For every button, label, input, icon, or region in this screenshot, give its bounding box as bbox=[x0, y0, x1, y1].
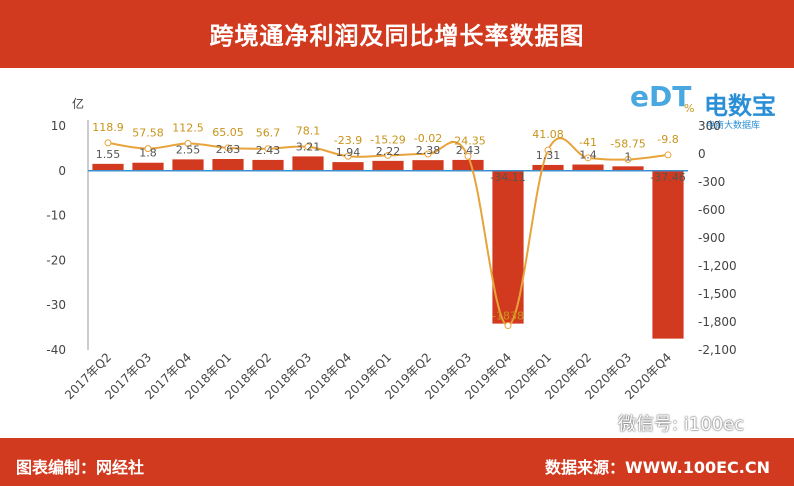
growth-rate-point bbox=[584, 154, 592, 162]
right-tick-label: -900 bbox=[698, 231, 725, 245]
growth-rate-label: -9.8 bbox=[657, 133, 678, 146]
bar-value-label: 2.38 bbox=[416, 144, 441, 157]
right-tick-label: -1,500 bbox=[698, 287, 737, 301]
growth-rate-point bbox=[624, 155, 632, 163]
data-source: 数据来源：WWW.100EC.CN bbox=[545, 458, 771, 477]
bar-value-label: 2.55 bbox=[176, 143, 201, 156]
left-axis-unit: 亿 bbox=[72, 96, 84, 111]
right-tick-label: -1,800 bbox=[698, 315, 737, 329]
growth-rate-point bbox=[424, 150, 432, 158]
bar-value-label: 2.22 bbox=[376, 145, 401, 158]
growth-rate-label: -15.29 bbox=[370, 133, 405, 146]
right-tick-label: -300 bbox=[698, 175, 725, 189]
right-tick-label: 300 bbox=[698, 119, 721, 133]
right-tick-label: -2,100 bbox=[698, 343, 737, 357]
growth-rate-label: -41 bbox=[579, 136, 597, 149]
bar bbox=[612, 166, 644, 171]
bar bbox=[92, 163, 124, 171]
growth-rate-point bbox=[304, 143, 312, 151]
growth-rate-point bbox=[464, 152, 472, 160]
right-tick-label: -1,200 bbox=[698, 259, 737, 273]
left-tick-label: -30 bbox=[46, 298, 66, 312]
growth-rate-point bbox=[144, 145, 152, 153]
growth-rate-label: -1838 bbox=[492, 310, 524, 323]
bar-value-label: 1 bbox=[625, 150, 632, 163]
bar-value-label: 2.63 bbox=[216, 143, 241, 156]
growth-rate-point bbox=[664, 151, 672, 159]
page-title: 跨境通净利润及同比增长率数据图 bbox=[209, 22, 585, 50]
bar-value-label: 2.43 bbox=[256, 144, 281, 157]
growth-rate-label: -24.35 bbox=[450, 134, 485, 147]
growth-rate-point bbox=[504, 322, 512, 330]
bar-value-label: 1.4 bbox=[579, 149, 597, 162]
bar-value-label: 1.55 bbox=[96, 148, 121, 161]
bar bbox=[252, 159, 284, 171]
title-banner: 跨境通净利润及同比增长率数据图 bbox=[0, 0, 794, 68]
growth-rate-label: -0.02 bbox=[414, 132, 442, 145]
bar bbox=[292, 156, 324, 171]
growth-rate-point bbox=[384, 151, 392, 159]
logo-subtitle: 电商大数据库 bbox=[706, 121, 761, 131]
growth-rate-label: 56.7 bbox=[256, 127, 281, 140]
growth-rate-point bbox=[184, 140, 192, 147]
wechat-watermark: 微信号: i100ec bbox=[618, 414, 745, 435]
bar bbox=[532, 164, 564, 171]
right-tick-label: -600 bbox=[698, 203, 725, 217]
left-tick-label: -40 bbox=[46, 343, 66, 357]
bar bbox=[332, 162, 364, 171]
growth-rate-label: 57.58 bbox=[132, 127, 164, 140]
bar bbox=[372, 160, 404, 171]
bar-value-label: 1.94 bbox=[336, 146, 361, 159]
net-profit-chart: 亿 % 10 0 -10 -20 -30 -40 300 0 -300 -600 -900 -1,200 -… bbox=[46, 96, 737, 402]
growth-rate-label: 65.05 bbox=[212, 126, 244, 139]
growth-rate-point bbox=[544, 146, 552, 154]
bar bbox=[132, 162, 164, 171]
bar-value-label: 1.8 bbox=[139, 147, 157, 160]
left-tick-label: -10 bbox=[46, 209, 66, 223]
growth-rate-line bbox=[107, 137, 669, 327]
bar bbox=[212, 159, 244, 171]
bar bbox=[452, 159, 484, 171]
logo-brand: 电数宝 bbox=[704, 92, 776, 120]
growth-rate-label: 41.08 bbox=[532, 128, 564, 141]
growth-rate-point bbox=[344, 152, 352, 160]
growth-rate-point bbox=[264, 145, 272, 153]
growth-rate-label: 112.5 bbox=[172, 122, 204, 135]
footer-banner: 图表编制：网经社 数据来源：WWW.100EC.CN bbox=[0, 438, 794, 486]
left-tick-label: 10 bbox=[51, 119, 66, 133]
growth-rate-label: -23.9 bbox=[334, 134, 362, 147]
right-axis-unit: % bbox=[684, 102, 694, 115]
growth-rate-point bbox=[104, 139, 112, 147]
bar bbox=[172, 159, 204, 171]
bar-value-label: -34.11 bbox=[490, 171, 525, 184]
edt-logo: eDT 电数宝 电商大数据库 bbox=[630, 78, 794, 134]
growth-rate-point bbox=[224, 144, 232, 152]
bar-value-label: 2.43 bbox=[456, 144, 481, 157]
logo-mark: eDT bbox=[630, 80, 692, 113]
bar-value-label: -37.46 bbox=[650, 171, 685, 184]
growth-rate-label: 78.1 bbox=[296, 125, 321, 138]
bar bbox=[652, 170, 684, 339]
bar bbox=[412, 160, 444, 171]
bar bbox=[572, 164, 604, 171]
left-tick-label: 0 bbox=[58, 164, 66, 178]
chart-author: 图表编制：网经社 bbox=[16, 458, 145, 477]
right-tick-label: 0 bbox=[698, 147, 706, 161]
bar-value-label: 3.21 bbox=[296, 140, 321, 153]
bar-value-label: 1.31 bbox=[536, 149, 561, 162]
left-tick-label: -20 bbox=[46, 253, 66, 267]
growth-rate-label: -58.75 bbox=[610, 137, 645, 150]
growth-rate-label: 118.9 bbox=[92, 121, 124, 134]
